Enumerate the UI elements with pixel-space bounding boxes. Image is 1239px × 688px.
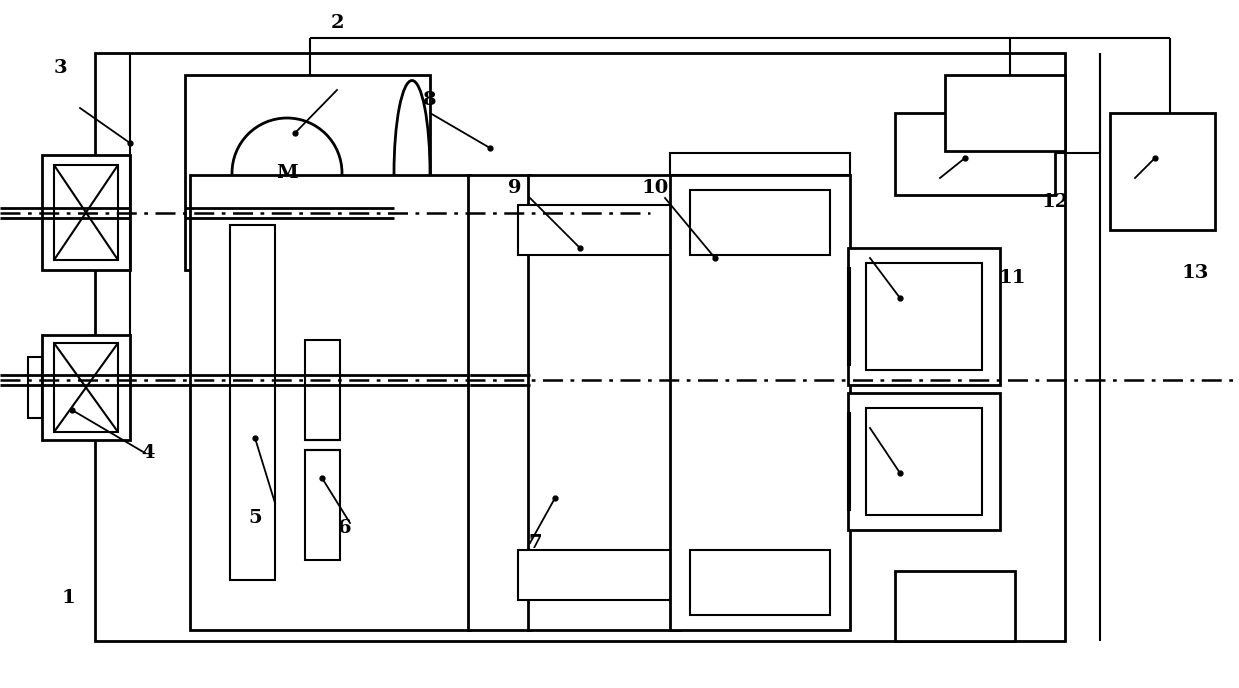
Bar: [55, 165, 118, 260]
Bar: [28, 357, 42, 418]
Text: 7: 7: [528, 534, 541, 552]
Text: 1: 1: [61, 589, 74, 607]
Bar: [866, 408, 983, 515]
Bar: [518, 550, 690, 600]
Bar: [230, 225, 275, 580]
Bar: [518, 205, 690, 255]
Text: 6: 6: [338, 519, 352, 537]
Bar: [895, 113, 1054, 195]
Bar: [185, 75, 430, 270]
Text: 3: 3: [53, 59, 67, 77]
Bar: [305, 340, 339, 440]
Text: 8: 8: [424, 91, 437, 109]
Text: 5: 5: [248, 509, 261, 527]
Bar: [670, 175, 850, 630]
Bar: [945, 75, 1066, 151]
Text: 2: 2: [331, 14, 343, 32]
Bar: [305, 450, 339, 560]
Bar: [895, 571, 1015, 641]
Bar: [847, 248, 1000, 385]
Bar: [670, 153, 850, 175]
Bar: [847, 413, 850, 510]
Bar: [847, 393, 1000, 530]
Text: M: M: [276, 164, 297, 182]
Text: 11: 11: [999, 269, 1026, 287]
Text: 12: 12: [1041, 193, 1068, 211]
Bar: [690, 190, 830, 255]
Bar: [42, 155, 130, 270]
Bar: [42, 335, 130, 440]
Bar: [468, 175, 530, 630]
Bar: [690, 550, 830, 615]
Bar: [866, 263, 983, 370]
Text: 10: 10: [642, 179, 669, 197]
Bar: [528, 175, 680, 630]
Text: 13: 13: [1181, 264, 1209, 282]
Text: 4: 4: [141, 444, 155, 462]
Bar: [190, 175, 470, 630]
Bar: [847, 268, 850, 365]
Text: 9: 9: [508, 179, 522, 197]
Bar: [55, 343, 118, 432]
Bar: [1110, 113, 1215, 230]
Bar: [95, 53, 1066, 641]
